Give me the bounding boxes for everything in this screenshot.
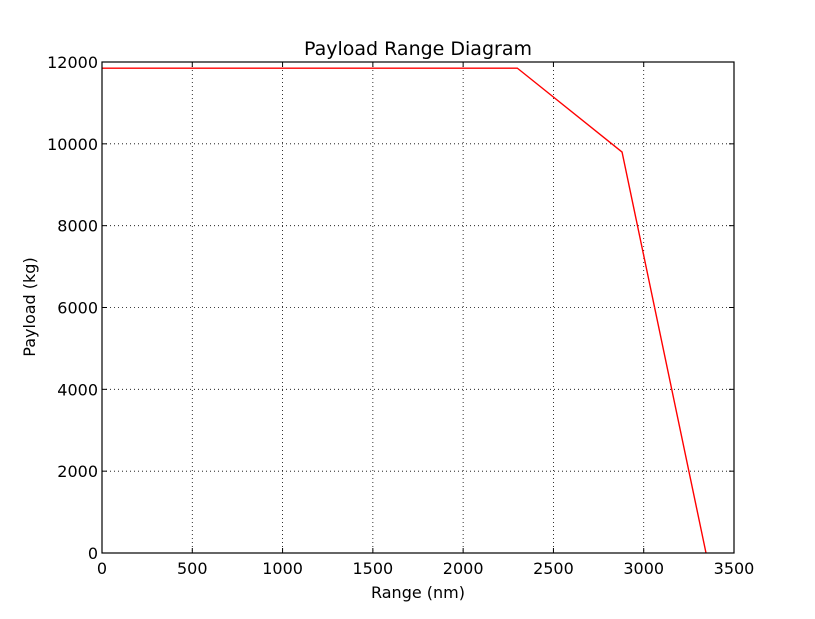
y-tick-label: 12000 [47, 53, 98, 72]
x-axis-label: Range (nm) [371, 583, 465, 602]
x-tick-label: 2500 [533, 559, 574, 578]
plot-frame [101, 61, 735, 554]
x-tick-label: 1000 [262, 559, 303, 578]
x-tick-label: 500 [177, 559, 208, 578]
x-tick-label: 2000 [443, 559, 484, 578]
y-tick-label: 10000 [47, 135, 98, 154]
x-tick-label: 1500 [352, 559, 393, 578]
axes-layer: 0 500 1000 1500 2000 2500 3000 3500 0 2000 4000 600… [47, 53, 754, 578]
y-axis-label: Payload (kg) [20, 257, 39, 356]
series-layer [102, 67, 707, 554]
grid-layer [101, 61, 735, 554]
y-tick-label: 0 [88, 544, 98, 563]
y-tick-label: 8000 [57, 217, 98, 236]
x-tick-label: 3000 [623, 559, 664, 578]
x-tick-label: 3500 [714, 559, 755, 578]
payload-range-line [102, 67, 707, 554]
x-tick-label: 0 [97, 559, 107, 578]
label-layer: Payload Range Diagram Range (nm) Payload… [20, 38, 532, 602]
y-tick-label: 4000 [57, 380, 98, 399]
y-tick-label: 6000 [57, 299, 98, 318]
chart-title: Payload Range Diagram [304, 38, 532, 60]
y-tick-label: 2000 [57, 462, 98, 481]
